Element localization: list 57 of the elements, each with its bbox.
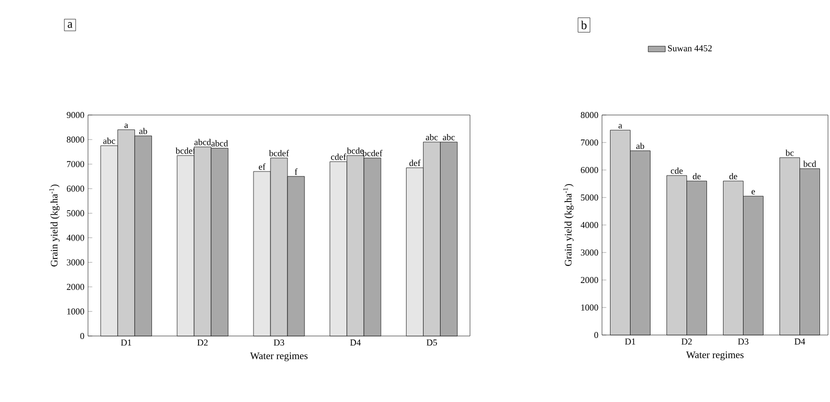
data-label: cdef (331, 154, 346, 160)
y-tick-label: 8000 (66, 136, 84, 143)
y-tick-label: 7000 (581, 139, 598, 146)
y-tick-label: 5000 (66, 210, 84, 216)
data-label: a (618, 124, 622, 128)
x-tick-label: D1 (625, 338, 636, 344)
data-label: ab (636, 142, 644, 150)
y-tick-label: 2000 (66, 284, 84, 290)
x-tick-label: D3 (274, 340, 284, 346)
data-label: ab (139, 128, 148, 134)
data-label: bc (786, 150, 794, 156)
y-tick-label: 6000 (580, 166, 598, 174)
data-label: def (409, 160, 421, 166)
text: a (68, 22, 72, 28)
data-label: abc (426, 134, 438, 140)
data-label: bcdef (269, 150, 289, 156)
data-label: abc (442, 134, 455, 140)
y-tick-label: 7000 (67, 161, 84, 168)
data-label: f (294, 168, 298, 175)
y-tick-label: 1000 (581, 304, 598, 311)
data-label: a (124, 124, 128, 128)
y-tick-label: 1000 (67, 308, 84, 314)
y-tick-label: 0 (80, 332, 84, 340)
x-tick-label: D2 (682, 338, 692, 345)
data-label: abcd (211, 140, 228, 146)
x-tick-label: D4 (794, 338, 806, 344)
x-axis-title: Water regimes (250, 352, 308, 362)
y-tick-label: 0 (594, 332, 598, 338)
y-tick-label: 4000 (580, 222, 598, 228)
y-tick-label: 5000 (580, 194, 598, 201)
x-tick-label: D3 (738, 338, 748, 345)
y-tick-label: 9000 (66, 112, 84, 118)
data-label: bcd (803, 160, 816, 167)
data-label: de (692, 172, 701, 180)
y-axis-title: Grain yield (kg.ha$^{-1}$) (563, 184, 574, 266)
data-label: abc (103, 138, 116, 144)
y-tick-label: 8000 (580, 112, 598, 118)
y-tick-label: 3000 (66, 259, 84, 266)
y-axis-title: Grain yield (kg.ha$^{-1}$) (49, 184, 60, 266)
data-label: ef (258, 163, 266, 170)
legend-label: Suwan 4452 (668, 45, 712, 52)
data-label: cde (670, 167, 683, 174)
y-tick-label: 4000 (66, 234, 84, 241)
data-label: bcdef (362, 150, 382, 156)
data-label: abcd (194, 138, 211, 146)
data-label: de (729, 172, 738, 180)
x-tick-label: D1 (120, 340, 132, 346)
x-axis-title: Water regimes (686, 351, 744, 360)
y-tick-label: 6000 (66, 186, 84, 192)
x-tick-label: D4 (350, 340, 361, 346)
data-label: e (752, 190, 755, 194)
x-tick-label: D2 (197, 340, 208, 346)
x-tick-label: D5 (426, 340, 437, 346)
y-tick-label: 2000 (580, 276, 598, 284)
text: b (581, 20, 587, 30)
data-label: bcde (346, 147, 364, 154)
y-tick-label: 3000 (580, 249, 598, 256)
